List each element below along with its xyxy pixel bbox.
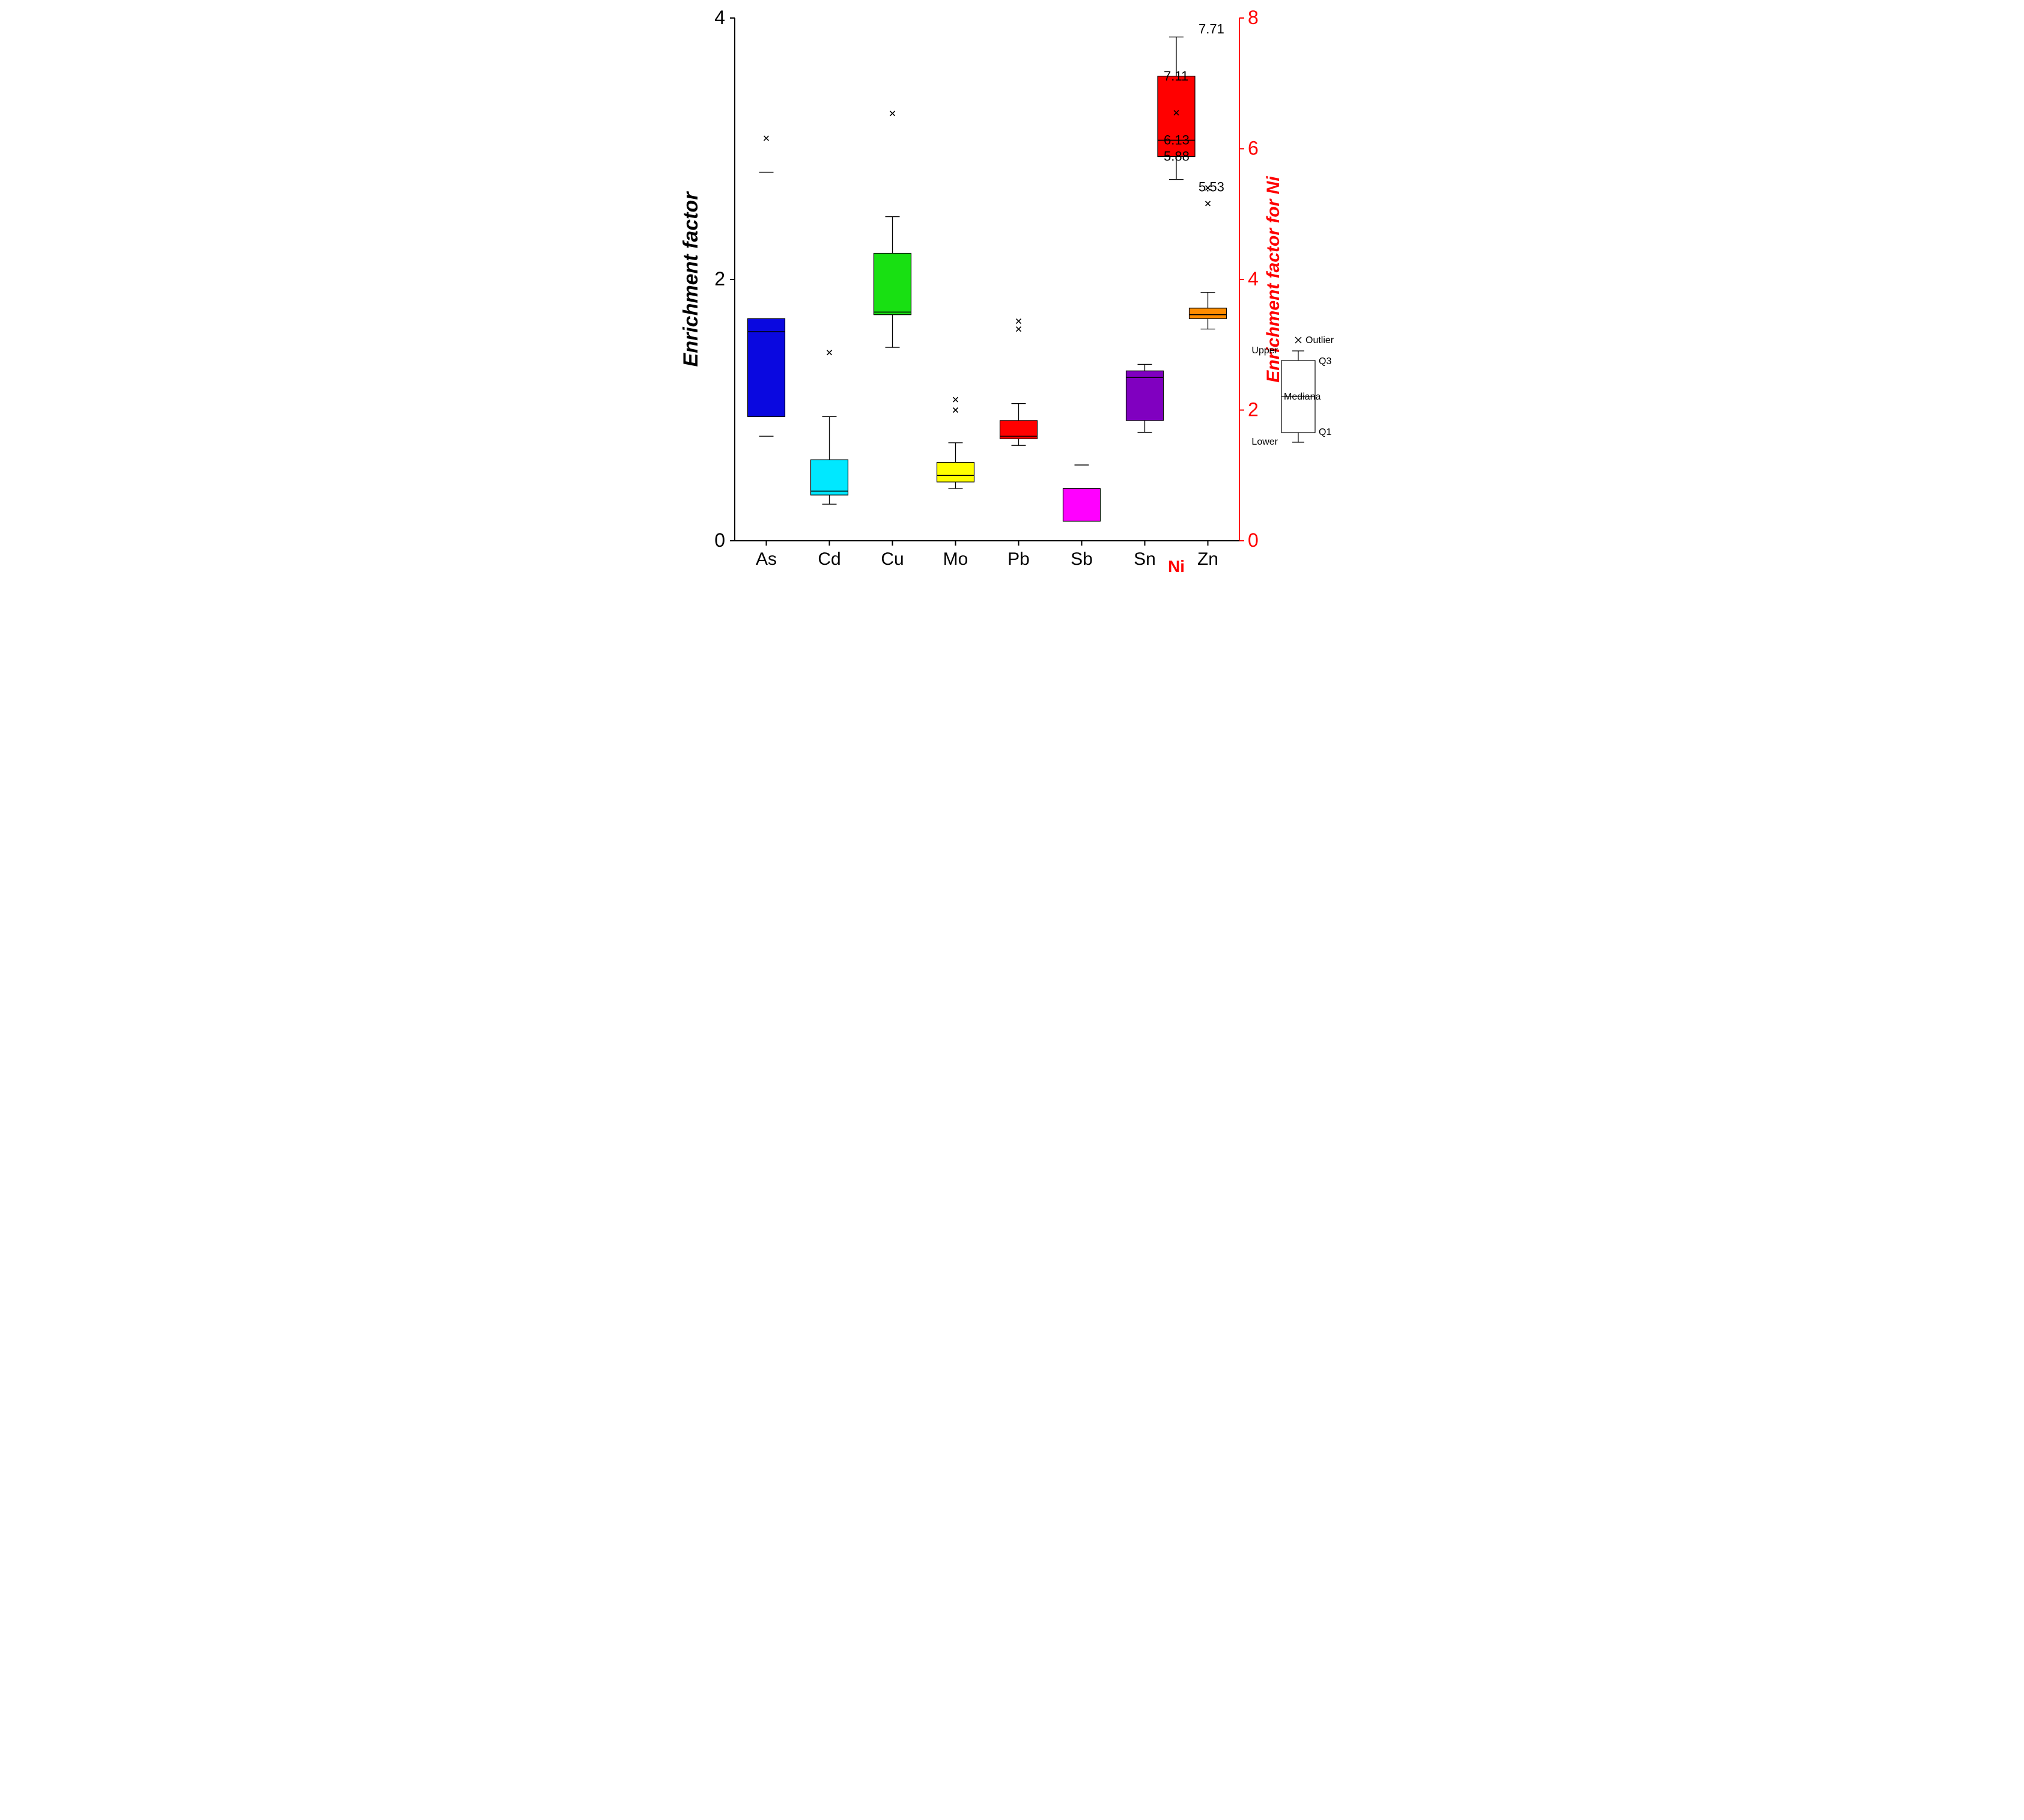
legend-outlier-label: Outlier [1305, 335, 1334, 345]
ytick-left-label: 4 [714, 7, 725, 28]
ytick-right-label: 2 [1248, 399, 1259, 421]
legend-q1-label: Q1 [1319, 427, 1331, 437]
box-rect [748, 318, 785, 416]
value-label: 5.88 [1164, 149, 1190, 164]
box-rect [1190, 308, 1227, 318]
box-mo [937, 443, 974, 488]
boxplot-chart: 024Enrichment factor02468Enrichment fact… [675, 0, 1349, 607]
ytick-right-label: 4 [1248, 268, 1259, 290]
box-sn [1126, 364, 1164, 432]
legend-q3-label: Q3 [1319, 356, 1331, 367]
ytick-left-label: 0 [714, 529, 725, 551]
legend-lower-label: Lower [1251, 437, 1278, 447]
outlier-marker [953, 408, 958, 413]
y-axis-left-label: Enrichment factor [679, 191, 702, 367]
box-cu [874, 217, 911, 347]
value-label: 5.53 [1199, 180, 1224, 195]
xtick-label: Sn [1134, 549, 1156, 569]
xtick-label: Pb [1007, 549, 1030, 569]
value-label: 6.13 [1164, 132, 1190, 147]
box-sb [1063, 465, 1101, 522]
outlier-marker [827, 350, 832, 355]
box-rect [811, 460, 848, 495]
legend-diagram: Outlier Upper Q3 Mediana Q1 Lower [1251, 335, 1334, 447]
xtick-label: Cu [881, 549, 904, 569]
xtick-label: Mo [943, 549, 968, 569]
box-ni: 7.71 7.11 6.13 5.88 5.53 [1158, 22, 1224, 195]
xtick-label: As [756, 549, 777, 569]
legend-upper-label: Upper [1251, 345, 1278, 356]
box-pb [1000, 404, 1038, 446]
box-zn [1190, 293, 1227, 329]
box-rect [874, 254, 911, 315]
ytick-right-label: 8 [1248, 7, 1259, 28]
outlier-marker [890, 111, 895, 116]
outlier-marker [1206, 201, 1211, 206]
box-rect [1126, 371, 1164, 421]
outlier-marker [953, 397, 958, 402]
ytick-right-label: 6 [1248, 138, 1259, 159]
box-cd [811, 416, 848, 504]
outlier-marker [1017, 319, 1021, 324]
value-label: 7.11 [1164, 68, 1188, 84]
xtick-label: Sb [1071, 549, 1093, 569]
outlier-marker [764, 136, 769, 141]
legend-median-label: Mediana [1284, 392, 1320, 402]
box-rect [1063, 488, 1101, 521]
outlier-marker [1017, 327, 1021, 332]
box-rect [937, 463, 974, 482]
box-as [748, 172, 785, 436]
ni-axis-label: Ni [1168, 557, 1185, 576]
ytick-right-label: 0 [1248, 529, 1259, 551]
xtick-label: Cd [818, 549, 840, 569]
value-label: 7.71 [1199, 22, 1224, 37]
xtick-label: Zn [1197, 549, 1218, 569]
ytick-left-label: 2 [714, 268, 725, 290]
